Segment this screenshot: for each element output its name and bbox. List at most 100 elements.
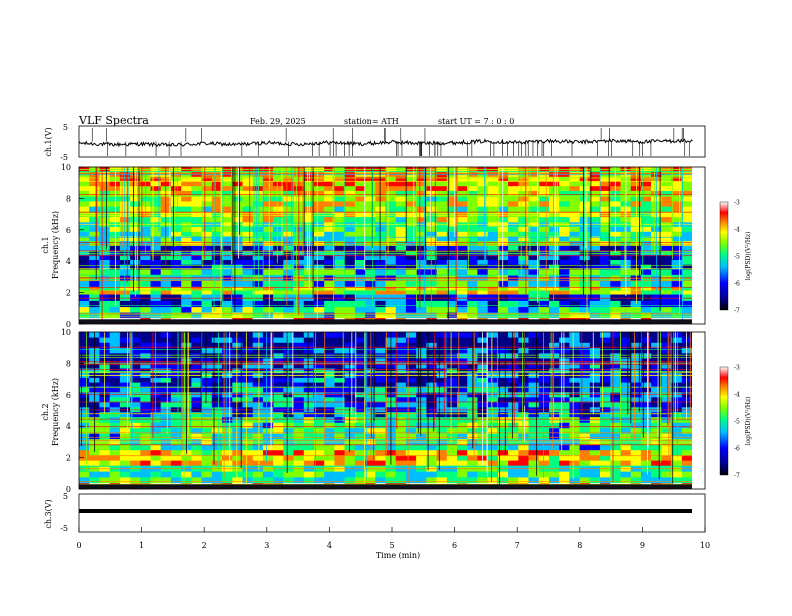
- spectrogram-cell: [79, 216, 90, 223]
- spectrogram-cell: [365, 444, 376, 451]
- spectrogram-cell: [436, 433, 448, 440]
- spectrogram-cell: [191, 422, 202, 429]
- spectrogram-cell: [579, 216, 591, 223]
- spectrogram-cell: [232, 422, 243, 429]
- spectrogram-cell: [477, 190, 488, 197]
- spectrogram-cell: [109, 377, 121, 383]
- spectrogram-cell: [538, 477, 550, 484]
- spectrogram-cell: [651, 352, 662, 359]
- spectrogram-cell: [630, 471, 642, 478]
- spectrogram-cell: [89, 211, 100, 218]
- spectrogram-cell: [640, 290, 652, 295]
- spectrogram-cell: [201, 240, 213, 246]
- spectrogram-cell: [436, 342, 448, 349]
- spectrogram-cell: [640, 427, 652, 434]
- spectrogram-cell: [222, 195, 233, 202]
- spectrogram-cell: [487, 449, 499, 456]
- spectrogram-cell: [324, 176, 335, 182]
- spectrogram-cell: [559, 245, 570, 251]
- spectrogram-cell: [303, 460, 315, 466]
- spectrogram-cell: [262, 433, 274, 440]
- spectrogram-cell: [211, 377, 223, 383]
- spectrogram-cell: [365, 290, 376, 295]
- spectrogram-cell: [640, 181, 652, 187]
- spectrogram-cell: [262, 264, 274, 270]
- spectrogram-cell: [559, 290, 570, 295]
- spectrogram-cell: [528, 176, 540, 182]
- spectrogram-cell: [671, 433, 683, 440]
- spectrogram-cell: [538, 358, 550, 364]
- spectrogram-cell: [262, 195, 274, 202]
- spectrogram-cell: [375, 201, 386, 207]
- spectrogram-cell: [293, 386, 305, 393]
- spectrogram-cell: [119, 280, 131, 287]
- spectrogram-cell: [314, 477, 325, 484]
- spectrogram-cell: [436, 201, 448, 207]
- spectrogram-cell: [589, 347, 601, 354]
- spectrogram-cell: [630, 211, 642, 218]
- spectrogram-cell: [252, 363, 264, 369]
- spectrogram-cell: [651, 347, 662, 354]
- spectrogram-cell: [436, 396, 448, 403]
- spectrogram-cell: [232, 460, 243, 466]
- spectrogram-cell: [365, 216, 376, 223]
- spectrogram-cell: [222, 401, 233, 408]
- spectrogram-cell: [385, 471, 397, 478]
- spectrogram-cell: [232, 342, 243, 349]
- spectrogram-cell: [354, 427, 366, 434]
- spectrogram-cell: [640, 211, 652, 218]
- spectrogram-cell: [344, 195, 356, 202]
- spectrogram-cell: [569, 181, 580, 187]
- spectrogram-cell: [436, 171, 448, 177]
- spectrogram-cell: [314, 471, 325, 478]
- spectrogram-cell: [487, 231, 499, 237]
- spectrogram-cell: [395, 245, 407, 251]
- spectrogram-cell: [600, 269, 611, 276]
- spectrogram-cell: [385, 245, 397, 251]
- spectrogram-cell: [354, 422, 366, 429]
- spectrogram-cell: [273, 231, 284, 237]
- spectrogram-cell: [140, 352, 151, 359]
- spectrogram-cell: [344, 269, 356, 276]
- spectrogram-cell: [252, 449, 264, 456]
- spectrogram-cell: [232, 280, 243, 287]
- spectrogram-cell: [283, 250, 294, 256]
- spectrogram-cell: [600, 401, 611, 408]
- spectrogram-cell: [201, 254, 213, 260]
- spectrogram-cell: [508, 216, 519, 223]
- spectrogram-cell: [661, 433, 672, 440]
- spectrogram-cell: [303, 363, 315, 369]
- spectrogram-cell: [681, 422, 693, 429]
- spectrogram-cell: [487, 433, 499, 440]
- spectrogram-cell: [232, 176, 243, 182]
- spectrogram-cell: [528, 455, 540, 461]
- ch1-ytick-top: 5: [63, 123, 68, 132]
- spectrogram-cell: [405, 377, 417, 383]
- spectrogram-cell: [150, 226, 162, 232]
- spectrogram-cell: [99, 427, 110, 434]
- spectrogram-cell: [559, 455, 570, 461]
- spectrogram-cell: [446, 368, 458, 374]
- spectrogram-cell: [589, 416, 601, 423]
- spectrogram-cell: [416, 471, 427, 478]
- spectrogram-cell: [140, 377, 151, 383]
- spectrogram-cell: [252, 259, 264, 265]
- spectrogram-cell: [497, 306, 509, 313]
- spectrogram-cell: [610, 259, 621, 265]
- spectrogram-cell: [436, 401, 448, 408]
- spectrogram-cell: [109, 382, 121, 388]
- spectrogram-cell: [324, 195, 335, 202]
- spectrogram-cell: [344, 190, 356, 197]
- spectrogram-cell: [457, 422, 468, 429]
- spectrogram-cell: [191, 382, 202, 388]
- spectrogram-cell: [354, 201, 366, 207]
- ch2-colorbar: -3-4-5-6-7 log(PSD)(V²/Hz): [719, 365, 752, 480]
- spectrogram-cell: [375, 444, 386, 451]
- colorbar-tick-label: -7: [734, 308, 740, 315]
- spectrogram-cell: [446, 294, 458, 301]
- spectrogram-cell: [222, 294, 233, 301]
- spectrogram-cell: [518, 401, 529, 408]
- spectrogram-cell: [589, 396, 601, 403]
- spectrogram-cell: [436, 269, 448, 276]
- spectrogram-cell: [222, 216, 233, 223]
